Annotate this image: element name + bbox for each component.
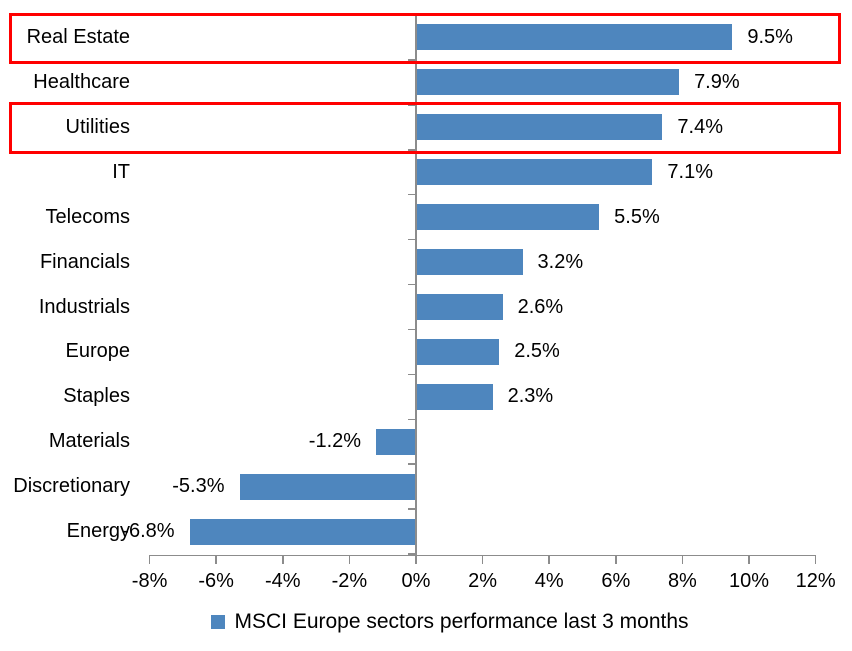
value-label: 7.9% (694, 70, 740, 93)
x-axis-tick (415, 554, 417, 564)
x-axis-tick (548, 554, 550, 564)
x-axis-tick-label: 8% (667, 570, 697, 592)
value-label: -6.8% (122, 520, 175, 543)
y-axis-tick (408, 418, 416, 421)
category-label: Discretionary (13, 475, 130, 498)
category-label: IT (112, 160, 130, 183)
value-label: -1.2% (308, 430, 362, 453)
category-label: Healthcare (33, 70, 130, 93)
x-axis-tick-label: 4% (534, 570, 564, 592)
bar (416, 114, 663, 141)
x-axis-tick-label: 2% (468, 570, 498, 592)
bar (416, 24, 733, 51)
legend-swatch-icon (211, 615, 226, 629)
category-label: Telecoms (45, 205, 130, 228)
value-label: 2.6% (517, 295, 564, 318)
value-label: 2.5% (514, 340, 560, 363)
y-axis-line (415, 15, 417, 556)
bar (239, 473, 416, 500)
value-label: 2.3% (507, 385, 554, 408)
x-axis-tick-label: 10% (728, 570, 770, 592)
bar (189, 518, 416, 545)
value-label: 3.2% (537, 250, 584, 273)
value-label: 7.1% (667, 160, 714, 183)
category-label: Financials (39, 250, 130, 273)
value-label: 5.5% (614, 205, 660, 228)
category-label: Europe (65, 340, 131, 363)
bar (376, 428, 416, 455)
x-axis-tick-label: -4% (265, 570, 301, 592)
y-axis-tick (408, 149, 416, 151)
y-axis-tick (408, 463, 416, 465)
bar (416, 338, 500, 365)
y-axis-tick (408, 283, 416, 286)
bar (416, 69, 680, 96)
x-axis-tick-label: -8% (131, 570, 168, 592)
y-axis-tick (408, 328, 416, 331)
legend: MSCI Europe sectors performance last 3 m… (48, 607, 852, 637)
legend-label: MSCI Europe sectors performance last 3 m… (234, 610, 689, 633)
bar (416, 383, 493, 410)
x-axis-tick-label: -2% (331, 570, 368, 592)
value-label: 9.5% (747, 26, 793, 48)
x-axis-tick-label: 12% (795, 570, 836, 592)
x-axis-tick (681, 554, 684, 564)
x-axis-tick (215, 554, 217, 564)
y-axis-tick (408, 59, 416, 61)
y-axis-tick (408, 508, 416, 510)
x-axis-tick (148, 554, 151, 564)
value-label: 7.4% (677, 115, 723, 138)
category-label: Staples (63, 385, 130, 408)
y-axis-tick (408, 193, 416, 196)
category-label: Materials (48, 430, 130, 453)
category-label: Industrials (38, 295, 130, 318)
x-axis-tick-label: -6% (198, 570, 234, 592)
x-axis-tick (348, 554, 351, 564)
bar (416, 159, 653, 186)
x-axis-tick (615, 554, 617, 564)
x-axis-tick (282, 554, 284, 564)
x-axis-tick (748, 554, 750, 564)
category-label: Real Estate (26, 26, 130, 48)
y-axis-tick (408, 238, 416, 241)
x-axis-tick-label: 0% (401, 570, 431, 592)
category-label: Energy (66, 520, 130, 543)
y-axis-tick (408, 553, 416, 555)
bar (416, 204, 600, 231)
x-axis-tick (814, 554, 817, 564)
y-axis-tick (408, 373, 416, 376)
highlight-box (9, 102, 841, 154)
highlight-box (9, 12, 841, 64)
bar (416, 249, 523, 276)
value-label: -5.3% (172, 475, 225, 498)
x-axis-tick-label: 6% (601, 570, 631, 592)
x-axis-tick (481, 554, 484, 564)
bar (416, 293, 503, 320)
category-label: Utilities (65, 115, 130, 138)
